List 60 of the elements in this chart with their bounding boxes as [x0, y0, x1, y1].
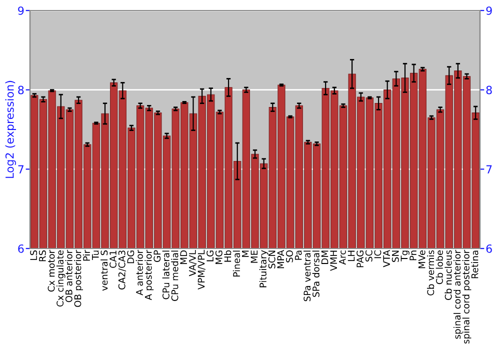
y2-tick-label: 6: [486, 244, 492, 253]
x-tick-label: VA/VL: [189, 250, 197, 276]
x-tick-label: DG: [127, 250, 134, 264]
x-tick-label: CA1: [110, 250, 116, 268]
x-tick-label: MD: [180, 250, 187, 264]
x-tick-label: Pituitary: [259, 250, 268, 288]
x-tick-label: LS: [30, 250, 38, 260]
x-tick-label: MPA: [277, 250, 284, 268]
y2-tick-label: 8: [486, 86, 492, 94]
x-tick-label: DM: [321, 250, 328, 264]
x-tick-label: spinal cord anterior: [454, 250, 462, 339]
x-tick-label: VTA: [383, 250, 390, 268]
x-tick-label: CPu medial: [171, 250, 178, 301]
y2-tick-label: 9: [486, 6, 492, 15]
x-tick-label: IC: [374, 250, 382, 258]
x-tick-label: A anterior: [136, 250, 143, 296]
x-tick-label: SN: [392, 250, 399, 262]
x-tick-label: Cx cingulate: [56, 250, 66, 307]
x-tick-label: Pa: [294, 250, 302, 260]
x-tick-label: SO: [286, 250, 293, 262]
x-tick-label: Cx motor: [48, 250, 55, 292]
y-tick-label: 6: [18, 244, 24, 253]
x-tick-label: LG: [206, 250, 214, 262]
x-tick-label: M: [242, 250, 249, 257]
x-tick-label: MG: [215, 250, 222, 264]
x-tick-label: CA2/CA3: [118, 250, 126, 290]
x-tick-label: RS: [38, 250, 46, 262]
x-tick-label: Tg: [400, 250, 410, 262]
x-tick-label: PAG: [356, 250, 364, 268]
x-tick-label: spinal cord posterior: [462, 250, 472, 344]
x-tick-label: Pn: [410, 250, 416, 260]
x-tick-label: SPa ventral: [304, 250, 311, 302]
y-tick-label: 9: [18, 6, 24, 15]
x-tick-label: VPM/VPL: [198, 250, 206, 290]
x-tick-label: SCN: [268, 250, 276, 268]
x-tick-label: VMH: [330, 250, 337, 271]
x-tick-label: ME: [250, 250, 258, 263]
x-tick-label: GP: [154, 250, 161, 262]
x-tick-label: Cb vermis: [427, 250, 434, 296]
x-tick-label: ventral S: [100, 250, 108, 291]
x-tick-label: SPa dorsal: [312, 250, 320, 297]
x-tick-label: OB posterior: [74, 250, 83, 307]
y-axis-title: Log2 (expression): [5, 80, 16, 178]
x-tick-label: Retina: [471, 250, 478, 278]
x-tick-label: Cb nucleus: [444, 250, 452, 300]
y-tick-label: 8: [18, 86, 24, 94]
y2-tick-label: 7: [486, 165, 492, 174]
x-tick-label: Arc: [339, 250, 346, 265]
x-tick-label: Tu: [92, 250, 99, 260]
x-tick-label: OB anterior: [65, 250, 72, 302]
x-tick-label: Pineal: [232, 250, 240, 276]
x-tick-label: Hb: [224, 250, 232, 262]
x-tick-label: SC: [365, 250, 372, 262]
x-tick-label: Pir: [82, 250, 90, 261]
x-tick-label: LH: [348, 250, 355, 261]
x-tick-label: MVe: [418, 250, 426, 268]
x-tick-label: Cb lobe: [436, 250, 443, 284]
y-tick-label: 7: [18, 165, 24, 174]
x-tick-label: A posterior: [144, 250, 154, 300]
x-tick-label: CPu lateral: [162, 250, 170, 300]
